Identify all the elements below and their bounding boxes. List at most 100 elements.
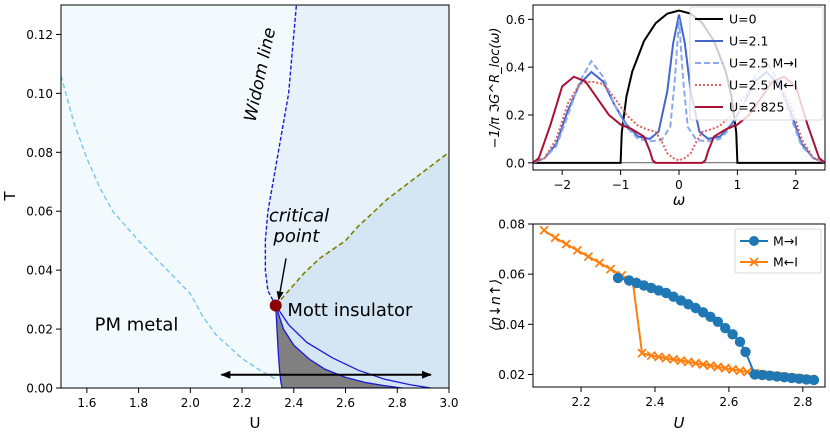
double-occupancy-point — [676, 356, 686, 366]
spectral-x-tick-label: 2 — [792, 178, 800, 192]
double-occupancy-point — [539, 225, 549, 235]
phase-y-axis-label: T — [1, 191, 19, 202]
double-occupancy-point — [712, 316, 724, 327]
double-occupancy-legend-marker-1 — [749, 257, 759, 267]
phase-y-tick-label: 0.02 — [26, 323, 53, 337]
phase-ticks: 1.6 1.8 2.0 2.2 2.4 2.6 2.8 3.0 0.00 0.02 0.04 0.06… — [26, 28, 458, 410]
crossover-region — [265, 5, 449, 306]
double-occupancy-y-tick-label: 0.02 — [498, 368, 525, 382]
phase-y-tick-label: 0.06 — [26, 205, 53, 219]
double-occupancy-series — [539, 225, 820, 386]
double-occupancy-point — [698, 359, 708, 370]
double-occupancy-point — [720, 322, 731, 334]
spectral-legend-label-3: U=2.5 M←I — [729, 78, 797, 93]
double-occupancy-point — [605, 264, 616, 274]
spectral-x-tick-label: −2 — [553, 178, 571, 192]
spectral-x-tick-label: −1 — [612, 178, 630, 192]
phase-axes-frame — [60, 4, 450, 389]
mott-edge-line — [275, 305, 431, 388]
double-occupancy-y-tick-label: 0.04 — [498, 318, 525, 332]
double-occupancy-point — [734, 336, 746, 348]
double-occupancy-point — [683, 357, 693, 367]
phase-x-tick-label: 2.6 — [336, 396, 355, 410]
phase-x-tick-label: 1.6 — [77, 396, 96, 410]
spectral-y-tick-label: 0.0 — [506, 156, 525, 170]
double-occupancy-point — [583, 251, 594, 262]
double-occupancy-point — [720, 363, 730, 373]
spectral-ticks: −2 −1 0 1 2 0.0 0.2 0.4 0.6 — [506, 13, 800, 192]
double-occupancy-point — [690, 358, 701, 368]
double-occupancy-x-tick-label: 2.8 — [793, 395, 812, 409]
double-occupancy-x-axis-label: U — [674, 414, 685, 432]
double-occupancy-point — [808, 374, 820, 386]
phase-x-tick-label: 2.2 — [233, 396, 252, 410]
phase-y-tick-label: 0.08 — [26, 146, 53, 160]
double-occupancy-point — [713, 362, 723, 372]
spectral-x-tick-label: 0 — [675, 178, 683, 192]
spectral-legend-frame — [689, 6, 824, 121]
double-occupancy-point — [654, 352, 664, 362]
spectral-function-panel: U=0 U=2.1 U=2.5 M→I U=2.5 M←I U=2.825 −2 −1 0 1… — [488, 4, 826, 209]
double-occupancy-point — [668, 354, 679, 365]
spectral-legend-label-2: U=2.5 M→I — [729, 56, 797, 71]
double-occupancy-legend-marker-0 — [749, 236, 759, 246]
double-occupancy-point — [727, 364, 738, 375]
phase-y-tick-label: 0.12 — [26, 28, 53, 42]
phase-y-tick-label: 0.04 — [26, 264, 53, 278]
double-occupancy-point — [612, 272, 624, 284]
double-occupancy-point — [749, 369, 760, 380]
critical-point-pointer — [276, 258, 287, 301]
double-occupancy-legend-label-1: M←I — [773, 255, 798, 270]
phase-x-tick-label: 2.4 — [284, 396, 303, 410]
spectral-y-axis-label: −1/π ℑG^R_loc(ω) — [488, 28, 503, 149]
double-occupancy-y-tick-label: 0.06 — [498, 268, 525, 282]
phase-diagram-panel: Widom line critical point PM metal Mott … — [1, 4, 459, 432]
double-occupancy-axes-frame — [532, 223, 826, 388]
double-occupancy-point — [572, 245, 582, 255]
spectral-y-tick-label: 0.6 — [506, 13, 525, 27]
phase-x-tick-label: 2.8 — [388, 396, 407, 410]
double-occupancy-point — [735, 366, 745, 376]
widom-line — [264, 5, 298, 306]
double-occupancy-ticks: 2.2 2.4 2.6 2.8 0.02 0.04 0.06 0.08 — [498, 218, 812, 410]
uc2-dashed-line — [275, 151, 449, 307]
double-occupancy-point — [740, 346, 751, 358]
spectral-legend-label-1: U=2.1 — [729, 34, 769, 49]
double-occupancy-x-tick-label: 2.6 — [719, 395, 738, 409]
phase-x-tick-label: 3.0 — [439, 396, 458, 410]
double-occupancy-point — [705, 361, 716, 371]
double-occupancy-point — [637, 348, 647, 358]
double-occupancy-point — [646, 351, 656, 361]
mott-insulator-region — [275, 152, 449, 388]
phase-y-tick-label: 0.10 — [26, 87, 53, 101]
spectral-y-tick-label: 0.4 — [506, 61, 525, 75]
pm-metal-label: PM metal — [95, 315, 179, 336]
phase-x-tick-label: 1.8 — [129, 396, 148, 410]
double-occupancy-point — [727, 329, 738, 340]
double-occupancy-x-tick-label: 2.2 — [572, 395, 591, 409]
double-occupancy-y-axis-label: ⟨n↓n↑⟩ — [488, 279, 504, 331]
double-occupancy-point — [561, 239, 571, 249]
phase-y-tick-label: 0.00 — [26, 382, 53, 396]
double-occupancy-point — [661, 353, 671, 363]
critical-point-marker — [269, 299, 282, 312]
critical-point-label-line1: critical — [269, 206, 329, 227]
spectral-legend-label-4: U=2.825 — [729, 100, 784, 115]
critical-point-label-line2: point — [272, 226, 320, 247]
double-occupancy-panel: M→I M←I 2.2 2.4 2.6 2.8 0.02 0.04 0.06 0.08 U ⟨n… — [488, 218, 826, 432]
spectral-y-tick-label: 0.2 — [506, 109, 525, 123]
spectral-x-axis-label: ω — [673, 191, 686, 209]
spectral-x-tick-label: 1 — [734, 178, 742, 192]
mott-insulator-label: Mott insulator — [287, 300, 413, 321]
double-occupancy-point — [550, 233, 560, 243]
spectral-legend: U=0 U=2.1 U=2.5 M→I U=2.5 M←I U=2.825 — [689, 6, 824, 121]
phase-x-axis-label: U — [250, 414, 261, 432]
double-occupancy-legend: M→I M←I — [734, 228, 822, 274]
double-occupancy-point — [594, 258, 605, 268]
double-occupancy-legend-label-0: M→I — [773, 234, 798, 249]
double-occupancy-y-tick-label: 0.08 — [498, 218, 525, 232]
phase-x-tick-label: 2.0 — [181, 396, 200, 410]
double-occupancy-x-tick-label: 2.4 — [645, 395, 664, 409]
double-occupancy-point — [705, 311, 716, 322]
